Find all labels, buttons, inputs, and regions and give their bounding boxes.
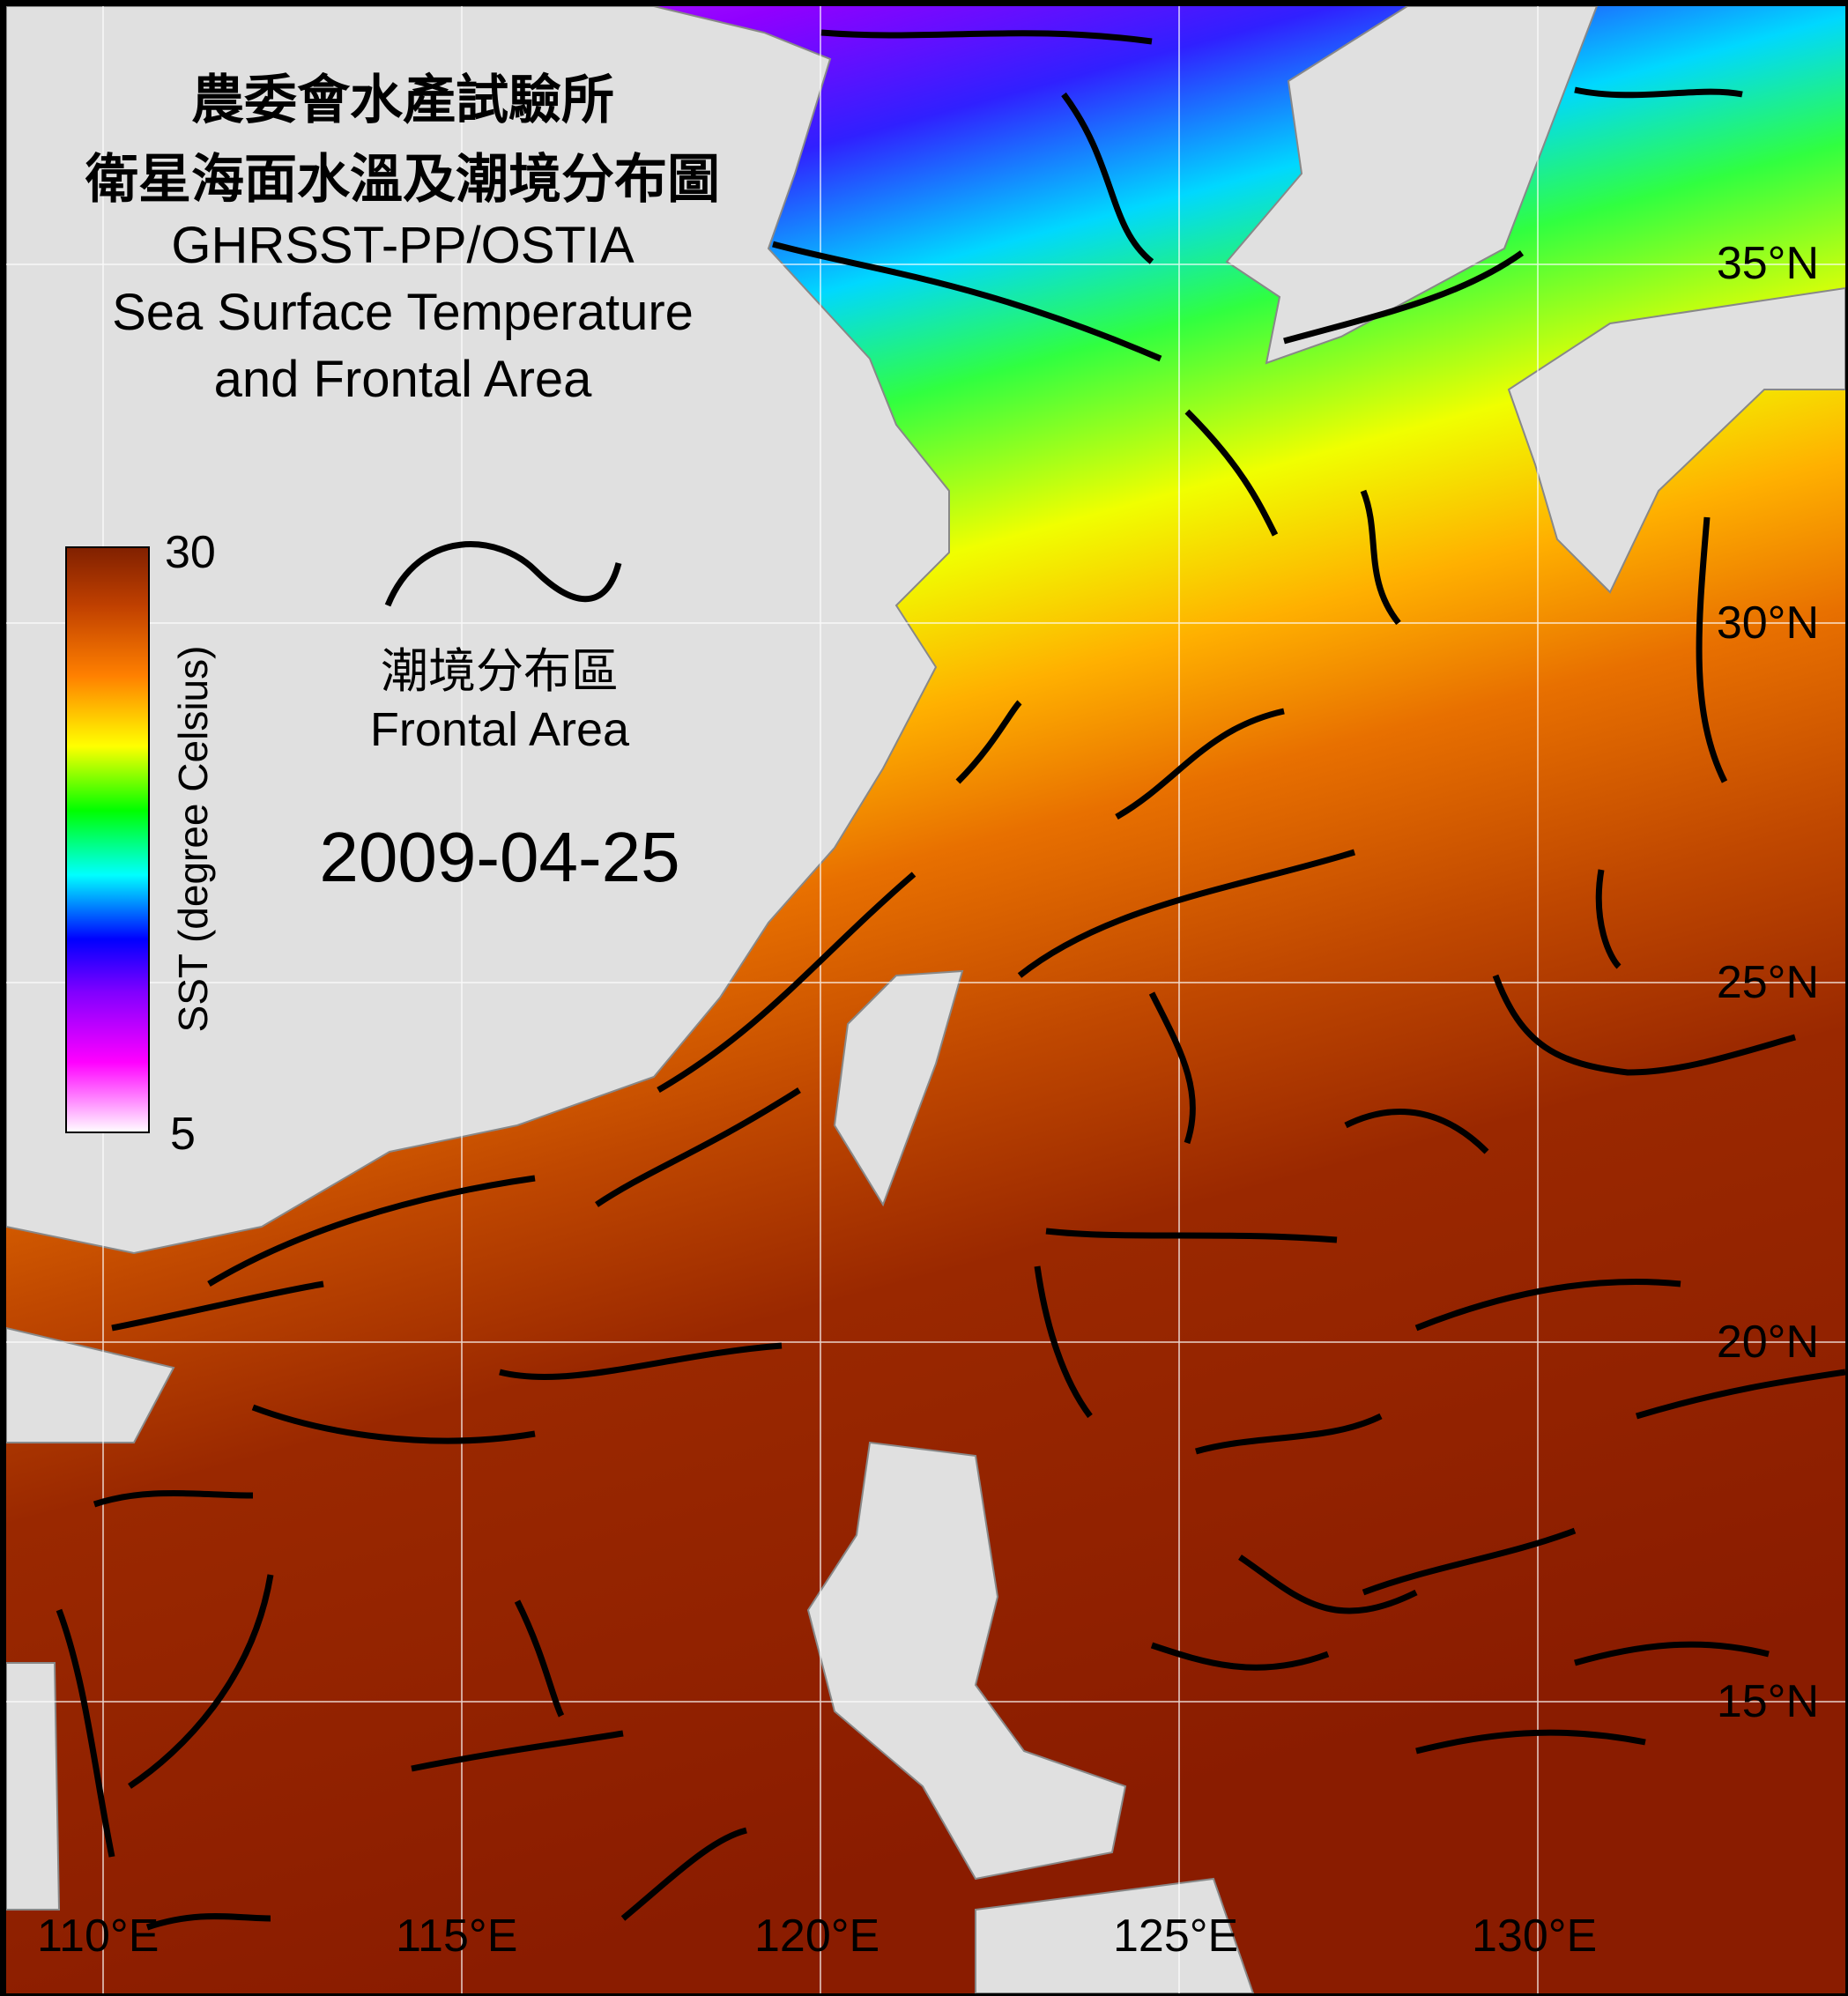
land-visayas [975, 1877, 1255, 1993]
title-zh-line1: 農委會水產試驗所 [191, 70, 614, 130]
lon-label-115e: 115°E [396, 1911, 518, 1962]
colorbar-min-label: 5 [170, 1109, 196, 1160]
colorbar-axis-label: SST (degree Celsius) [170, 645, 216, 1033]
land-leizhou [6, 1326, 175, 1443]
lat-label-25n: 25°N [1716, 957, 1819, 1008]
map-date: 2009-04-25 [319, 818, 680, 896]
title-en-line3: and Frontal Area [213, 351, 592, 408]
title-en-line2: Sea Surface Temperature [112, 284, 694, 341]
lon-label-120e: 120°E [754, 1911, 880, 1962]
land-vietnam [6, 1662, 61, 1911]
lat-label-35n: 35°N [1716, 238, 1819, 289]
land-luzon [806, 1441, 1127, 1881]
lat-label-30n: 30°N [1716, 597, 1819, 649]
frontal-legend-symbol [384, 541, 622, 607]
lat-label-20n: 20°N [1716, 1317, 1819, 1368]
legend-label-en: Frontal Area [369, 703, 630, 756]
map-canvas [6, 6, 1845, 1993]
title-zh-line2: 衛星海面水溫及潮境分布圖 [85, 150, 720, 209]
land-taiwan [833, 969, 964, 1207]
lon-label-130e: 130°E [1472, 1911, 1598, 1962]
land [6, 6, 1845, 1993]
land-china [6, 6, 950, 1255]
legend-label-zh: 潮境分布區 [381, 645, 619, 698]
land-korea [1225, 6, 1599, 365]
lon-label-110e: 110°E [37, 1911, 160, 1962]
lon-label-125e: 125°E [1113, 1911, 1239, 1962]
lat-label-15n: 15°N [1716, 1676, 1819, 1727]
title-en-line1: GHRSST-PP/OSTIA [171, 217, 635, 274]
sst-map: 農委會水產試驗所 衛星海面水溫及潮境分布圖 GHRSST-PP/OSTIA Se… [4, 4, 1848, 1996]
frontal-lines [56, 29, 1845, 1931]
colorbar [65, 546, 150, 1133]
colorbar-max-label: 30 [165, 527, 216, 578]
land-japan [1507, 286, 1845, 594]
